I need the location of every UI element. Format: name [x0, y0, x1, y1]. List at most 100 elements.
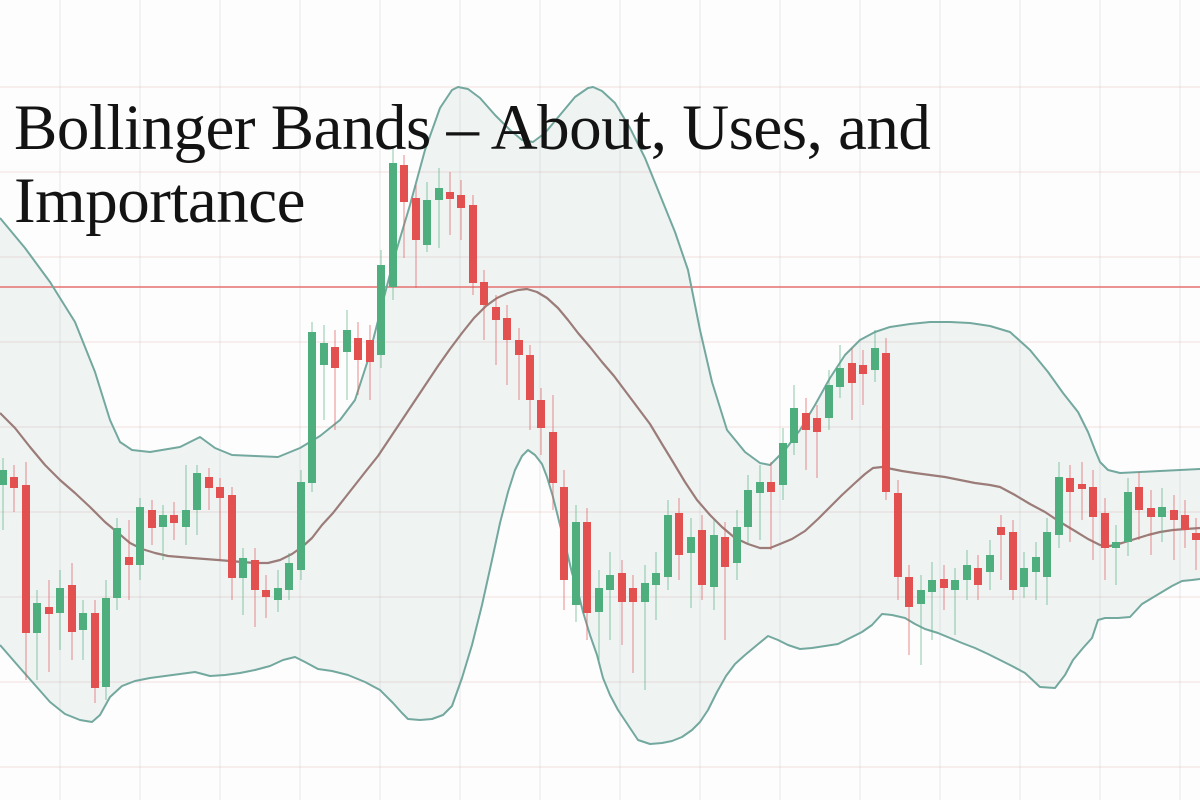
- candle-down: [412, 198, 420, 240]
- candle-down: [767, 482, 775, 492]
- candle-up: [710, 535, 718, 587]
- candle-up: [343, 330, 351, 352]
- candle-up: [308, 332, 316, 483]
- candle-up: [0, 470, 7, 485]
- title-line-1: Bollinger Bands – About, Uses, and: [14, 92, 931, 164]
- candle-up: [33, 603, 41, 633]
- candle-down: [515, 340, 523, 355]
- candle-up: [1055, 477, 1063, 535]
- candle-up: [733, 527, 741, 563]
- candle-down: [698, 530, 706, 585]
- candle-up: [193, 473, 201, 510]
- candle-down: [366, 340, 374, 362]
- candle-up: [1020, 568, 1028, 587]
- candle-down: [1170, 510, 1178, 520]
- candle-down: [228, 495, 236, 578]
- candle-up: [572, 522, 580, 605]
- candle-down: [1101, 513, 1109, 548]
- candle-down: [997, 527, 1005, 535]
- candle-up: [779, 443, 787, 485]
- candle-down: [859, 365, 867, 374]
- candle-up: [423, 200, 431, 245]
- candle-up: [871, 348, 879, 370]
- candle-up: [102, 598, 110, 687]
- candle-down: [940, 579, 948, 588]
- candle-up: [435, 188, 443, 200]
- candle-down: [262, 590, 270, 597]
- candle-up: [239, 558, 247, 578]
- candlesticks: [0, 148, 1200, 703]
- candle-down: [10, 477, 18, 488]
- candle-up: [917, 590, 925, 604]
- candle-down: [251, 560, 259, 590]
- candle-down: [354, 338, 362, 360]
- candle-up: [687, 537, 695, 553]
- band-fill-area: [0, 87, 1200, 744]
- candle-up: [136, 507, 144, 565]
- candle-up: [285, 563, 293, 590]
- candle-up: [56, 588, 64, 613]
- candle-down: [549, 432, 557, 483]
- upper-band-line: [0, 86, 1200, 474]
- candle-up: [744, 490, 752, 527]
- candle-up: [1124, 492, 1132, 542]
- candle-down: [331, 347, 339, 368]
- candle-up: [1043, 532, 1051, 577]
- candle-up: [951, 580, 959, 590]
- candle-down: [1089, 487, 1097, 517]
- candle-down: [1181, 515, 1189, 530]
- candle-up: [756, 482, 764, 493]
- candle-down: [45, 607, 53, 614]
- candle-down: [205, 477, 213, 488]
- middle-band-line: [0, 287, 1200, 565]
- candle-down: [526, 355, 534, 400]
- candle-up: [389, 163, 397, 287]
- candle-down: [1135, 487, 1143, 510]
- candle-down: [894, 493, 902, 577]
- candle-up: [652, 573, 660, 585]
- candle-up: [159, 515, 167, 527]
- candle-up: [297, 482, 305, 570]
- candle-up: [928, 580, 936, 592]
- candle-up: [274, 588, 282, 600]
- candle-down: [22, 485, 30, 633]
- lower-band-line: [0, 449, 1200, 745]
- candle-down: [480, 282, 488, 305]
- candle-down: [1009, 532, 1017, 590]
- candle-up: [320, 343, 328, 365]
- candle-down: [629, 588, 637, 602]
- candle-down: [400, 165, 408, 202]
- candle-down: [1066, 478, 1074, 492]
- candle-down: [148, 510, 156, 528]
- bollinger-band-fill: [0, 87, 1200, 744]
- candle-down: [91, 613, 99, 688]
- candle-up: [182, 510, 190, 527]
- candle-down: [848, 363, 856, 383]
- candle-up: [986, 555, 994, 572]
- candle-down: [125, 557, 133, 565]
- candle-down: [170, 515, 178, 523]
- candle-down: [675, 513, 683, 555]
- candle-up: [963, 565, 971, 580]
- candle-up: [641, 583, 649, 602]
- candle-down: [905, 577, 913, 607]
- candle-up: [377, 265, 385, 355]
- page-title: Bollinger Bands – About, Uses, and Impor…: [14, 92, 1184, 238]
- candle-down: [1078, 484, 1086, 489]
- candle-up: [664, 515, 672, 577]
- candle-down: [68, 585, 76, 632]
- candle-up: [790, 408, 798, 443]
- candle-up: [1112, 542, 1120, 548]
- candle-down: [216, 487, 224, 498]
- candle-down: [537, 400, 545, 428]
- candle-down: [457, 195, 465, 208]
- candle-down: [583, 522, 591, 613]
- candle-down: [560, 487, 568, 580]
- candle-down: [721, 537, 729, 567]
- bollinger-band-lines: [0, 86, 1200, 745]
- candle-up: [1158, 507, 1166, 517]
- candle-down: [974, 568, 982, 585]
